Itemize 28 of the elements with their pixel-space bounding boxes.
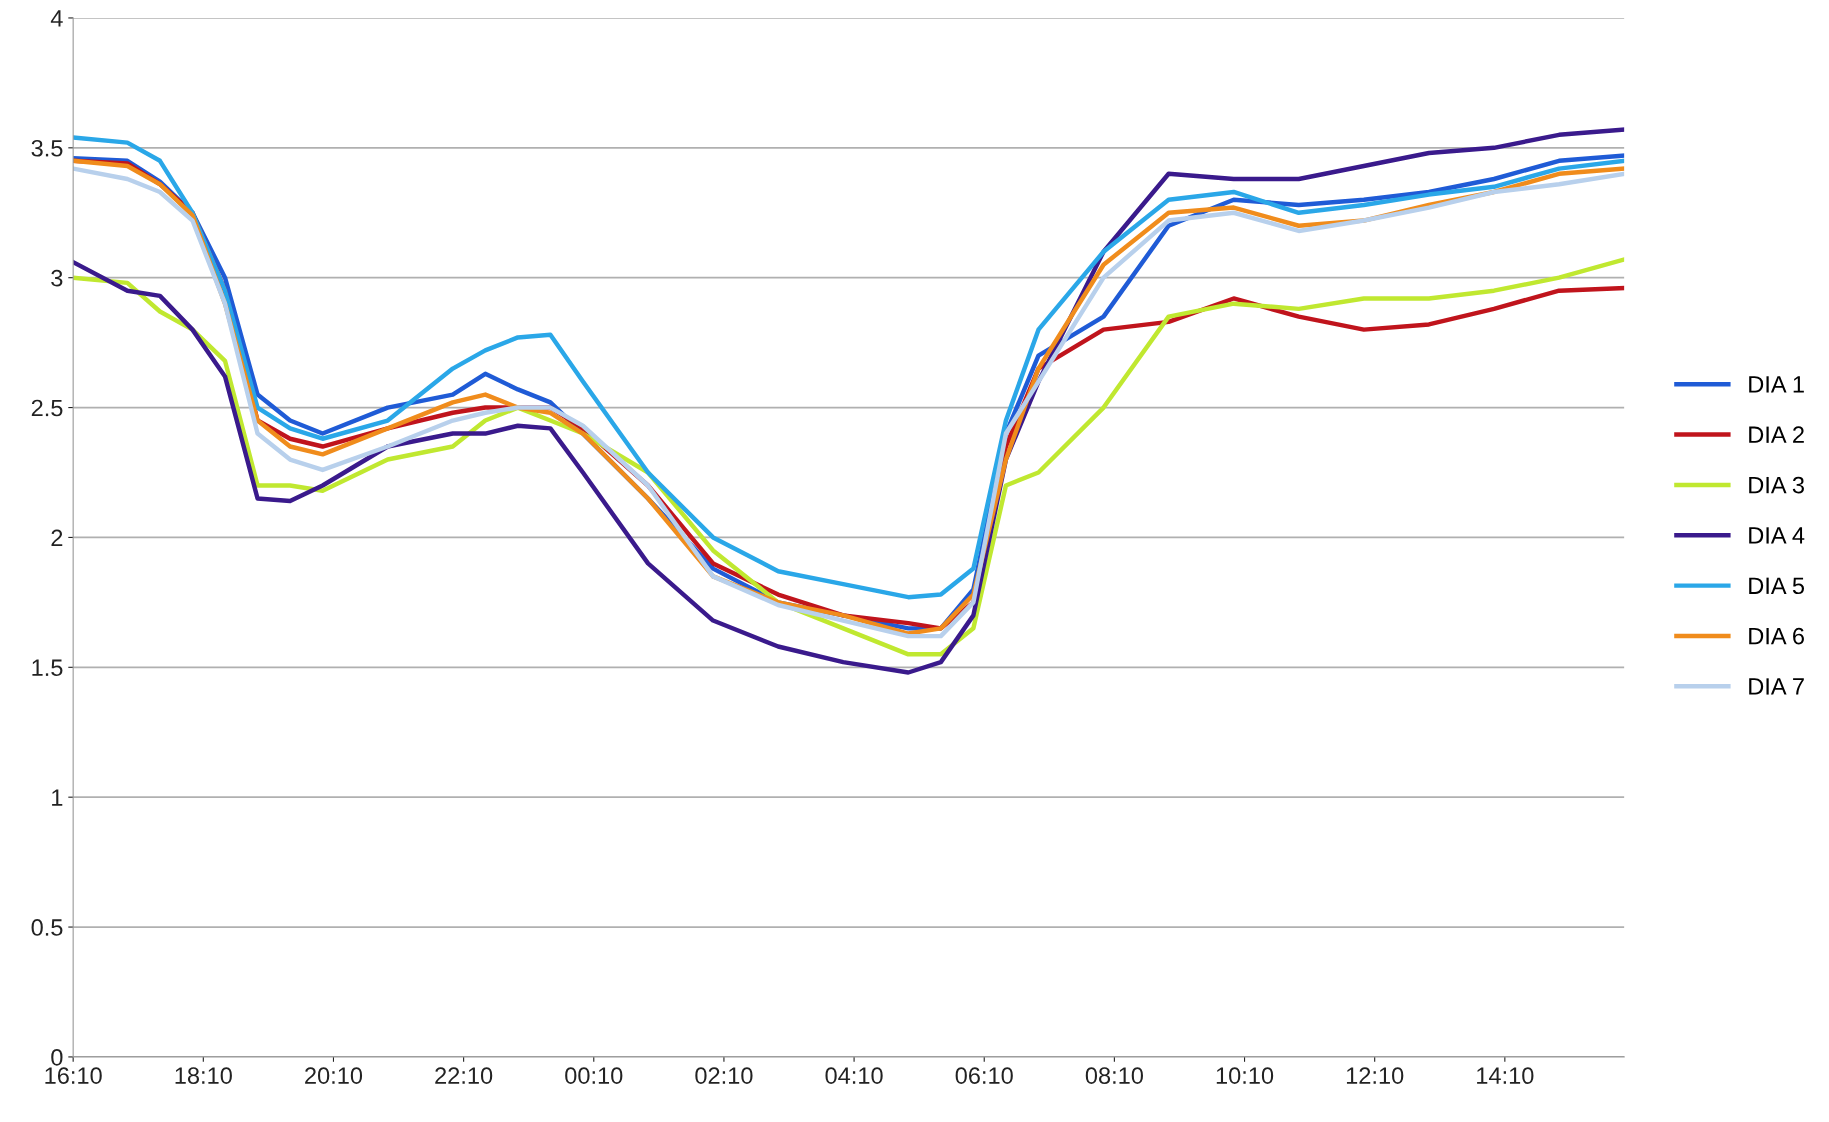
x-tick-label: 22:10	[435, 1067, 493, 1084]
x-tick-label: 02:10	[695, 1067, 753, 1084]
legend-label: DIA 2	[1749, 426, 1804, 443]
x-tick-label: 20:10	[305, 1067, 363, 1084]
legend-label: DIA 4	[1749, 527, 1805, 544]
x-tick-label: 10:10	[1216, 1067, 1274, 1084]
legend-label: DIA 1	[1749, 376, 1804, 393]
y-tick-label: 4	[50, 10, 63, 27]
x-tick-label: 04:10	[825, 1067, 883, 1084]
y-tick-label: 2.5	[31, 399, 63, 417]
legend-label: DIA 7	[1749, 678, 1804, 695]
legend-label: DIA 3	[1749, 476, 1804, 494]
y-tick-label: 1.5	[32, 659, 63, 677]
y-tick-label: 0.5	[31, 919, 63, 936]
x-tick-label: 14:10	[1477, 1067, 1534, 1084]
y-tick-label: 3.5	[31, 139, 63, 157]
y-tick-label: 2	[51, 529, 63, 546]
legend-label: DIA 6	[1749, 627, 1804, 645]
y-tick-label: 3	[51, 269, 63, 287]
legend-label: DIA 5	[1749, 577, 1805, 595]
x-tick-label: 06:10	[955, 1067, 1013, 1084]
x-tick-label: 18:10	[175, 1067, 232, 1084]
y-tick-label: 1	[52, 789, 63, 806]
x-tick-label: 16:10	[45, 1067, 102, 1084]
x-tick-label: 12:10	[1346, 1067, 1404, 1084]
x-tick-label: 08:10	[1085, 1067, 1144, 1084]
x-tick-label: 00:10	[565, 1067, 623, 1084]
y-tick-label: 0	[51, 1048, 63, 1066]
